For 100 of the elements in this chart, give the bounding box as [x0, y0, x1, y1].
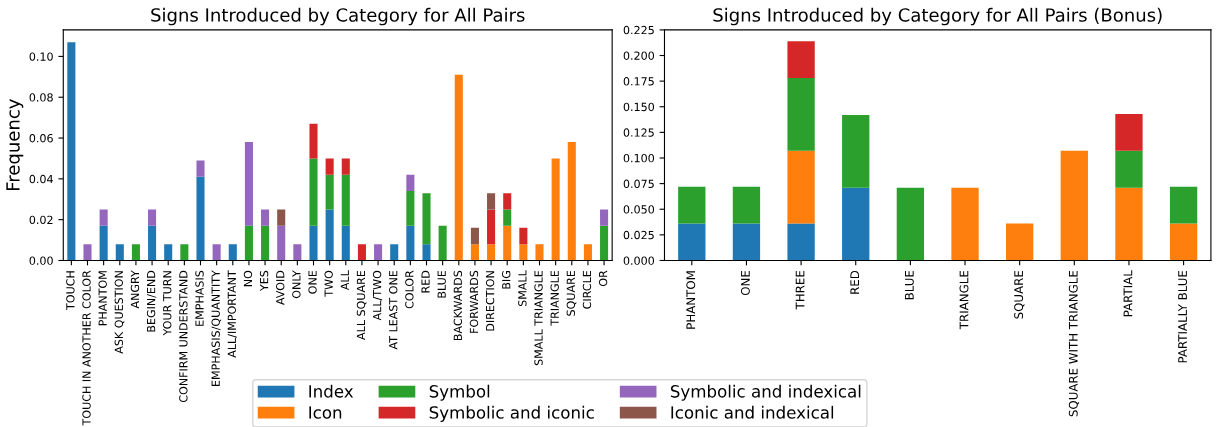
- bar: [309, 225, 318, 261]
- x-tick-label: DIRECTION: [485, 271, 495, 331]
- y-tick-label: 0.02: [29, 215, 53, 225]
- y-tick-label: 0.00: [29, 256, 53, 265]
- bar: [678, 223, 706, 261]
- bar: [551, 158, 560, 261]
- bar: [99, 225, 108, 261]
- y-tick-label: 0.100: [623, 153, 655, 163]
- y-tick-label: 0.125: [623, 128, 654, 137]
- x-tick-label: AVOID: [276, 270, 285, 305]
- y-tick-label: 0.200: [623, 51, 655, 60]
- x-tick-label: TRIANGLE: [550, 270, 559, 326]
- bar: [309, 123, 318, 159]
- bar: [325, 158, 334, 175]
- bar: [503, 193, 512, 210]
- bar: [341, 225, 350, 261]
- x-tick-label: BIG: [502, 271, 511, 289]
- bar: [567, 142, 576, 261]
- x-tick-label: CIRCLE: [582, 270, 592, 309]
- bar: [487, 209, 496, 245]
- x-tick-label: BACKWARDS: [453, 270, 463, 341]
- bar: [406, 225, 415, 261]
- x-tick-label: SMALL TRIANGLE: [534, 270, 543, 366]
- y-tick-label: 0.04: [29, 174, 53, 184]
- bar: [470, 244, 479, 261]
- bar: [503, 225, 512, 261]
- legend-label: Symbolic and iconic: [429, 405, 594, 422]
- x-tick-label: PARTIALLY BLUE: [1178, 270, 1188, 363]
- bar: [341, 158, 350, 175]
- x-tick-label: ALL SQUARE: [356, 270, 367, 340]
- x-tick-label: YOUR TURN: [163, 271, 172, 336]
- y-tick-label: 0.06: [29, 134, 53, 143]
- x-tick-label: EMPHASIS/QUANTITY: [211, 270, 222, 386]
- x-tick-label: OR: [598, 270, 608, 287]
- y-tick-label: 0.000: [623, 256, 655, 265]
- x-tick-label: BEGIN/END: [146, 270, 157, 332]
- bar: [148, 225, 157, 261]
- bar: [99, 209, 108, 226]
- bar: [244, 142, 253, 226]
- x-tick-label: THREE: [795, 270, 805, 310]
- y-tick-label: 0.150: [623, 102, 655, 112]
- bar: [277, 225, 286, 261]
- bar: [374, 244, 383, 261]
- bar: [390, 244, 399, 261]
- bar: [1115, 113, 1143, 151]
- y-tick-label: 0.10: [29, 52, 53, 61]
- y-tick-label: 0.08: [29, 93, 53, 102]
- legend-label: Symbolic and indexical: [670, 384, 861, 401]
- x-tick-label: YES: [259, 270, 269, 292]
- bar: [842, 114, 870, 188]
- bar: [787, 223, 815, 261]
- bar: [732, 223, 761, 261]
- bar: [1006, 223, 1034, 261]
- bar: [148, 209, 157, 226]
- legend-label: Index: [309, 384, 354, 398]
- x-tick-label: TRIANGLE: [959, 270, 969, 330]
- x-tick-label: SQUARE WITH TRIANGLE: [1068, 270, 1080, 417]
- x-tick-label: RED: [850, 270, 859, 294]
- x-tick-label: ONE: [740, 270, 750, 296]
- bar: [406, 191, 415, 226]
- x-tick-label: NO: [243, 270, 253, 287]
- x-tick-label: ONLY: [292, 270, 301, 299]
- x-tick-label: TWO: [324, 270, 333, 297]
- bar: [228, 244, 237, 261]
- legend-label: Iconic and indexical: [671, 405, 834, 419]
- bar: [600, 209, 609, 226]
- bar: [1060, 150, 1088, 261]
- bar: [438, 225, 447, 261]
- x-tick-label: ALL/IMPORTANT: [227, 270, 237, 358]
- bar: [732, 186, 761, 224]
- bar: [1115, 150, 1143, 188]
- y-tick-label: 0.225: [623, 25, 654, 35]
- bar: [519, 244, 528, 261]
- x-tick-label: RED: [421, 270, 430, 293]
- bar: [357, 244, 366, 261]
- bar: [422, 244, 431, 261]
- bar: [519, 227, 528, 245]
- bar: [341, 174, 350, 226]
- x-tick-label: ONE: [308, 270, 317, 294]
- bar: [1169, 186, 1198, 224]
- x-tick-label: SQUARE: [1014, 270, 1025, 319]
- bar: [277, 209, 286, 226]
- chart-title: Signs Introduced by Category for All Pairs (Bonus): [713, 7, 1162, 26]
- bar: [583, 244, 592, 261]
- bar: [1169, 223, 1198, 261]
- bar: [212, 244, 221, 261]
- legend-label: Icon: [309, 406, 342, 419]
- chart-title: Signs Introduced by Category for All Pairs: [151, 7, 525, 26]
- bar: [470, 227, 479, 245]
- x-tick-label: PHANTOM: [686, 271, 696, 329]
- bar: [196, 176, 205, 261]
- bar: [244, 225, 253, 261]
- bar: [196, 160, 205, 177]
- bar: [600, 225, 609, 261]
- bar: [678, 186, 706, 224]
- x-tick-label: COLOR: [405, 270, 414, 309]
- bar: [487, 193, 496, 210]
- bar: [180, 244, 189, 261]
- x-tick-label: ALL/TWO: [372, 270, 383, 321]
- y-tick-label: 0.050: [623, 205, 655, 214]
